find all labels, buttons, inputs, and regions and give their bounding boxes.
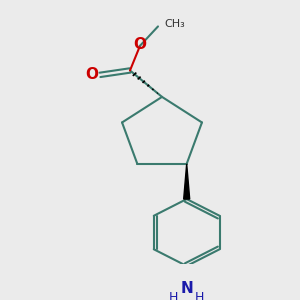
Polygon shape (184, 164, 190, 199)
Text: O: O (85, 68, 98, 82)
Text: O: O (134, 37, 146, 52)
Text: H: H (195, 291, 204, 300)
Text: H: H (169, 291, 178, 300)
Text: CH₃: CH₃ (164, 19, 185, 29)
Text: N: N (180, 281, 193, 296)
